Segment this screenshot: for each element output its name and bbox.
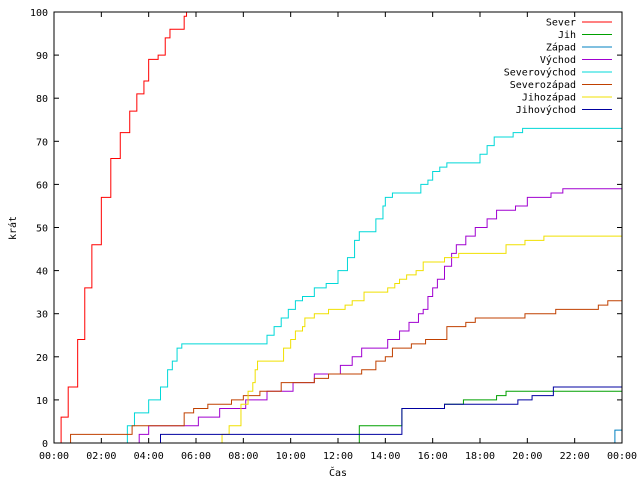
x-tick-label: 00:00 (607, 451, 637, 462)
tick-layer: 0 10 20 30 40 50 60 70 80 90 100 00:00 02:00 04:00 06:… (30, 8, 637, 462)
x-tick-label: 16:00 (418, 451, 448, 462)
y-axis-title: krát (7, 216, 19, 240)
series-line-4 (54, 127, 622, 444)
x-tick-label: 20:00 (512, 451, 542, 462)
series-line-3 (54, 188, 622, 444)
y-tick-label: 40 (36, 267, 48, 278)
y-tick-label: 20 (36, 353, 48, 364)
legend-label: Sever (546, 18, 576, 29)
x-tick-label: 00:00 (39, 451, 69, 462)
x-tick-label: 08:00 (228, 451, 258, 462)
legend-label: Severozápad (510, 79, 576, 91)
y-tick-label: 80 (36, 94, 48, 105)
x-tick-label: 06:00 (181, 451, 211, 462)
legend-label: Jih (558, 30, 576, 41)
y-tick-label: 70 (36, 137, 48, 148)
y-tick-label: 30 (36, 310, 48, 321)
legend-label: Západ (546, 42, 576, 54)
series-line-0 (54, 12, 188, 444)
x-axis-title: Čas (329, 466, 347, 479)
series-line-6 (54, 235, 622, 444)
y-tick-label: 60 (36, 180, 48, 191)
y-tick-label: 50 (36, 224, 48, 235)
x-tick-label: 10:00 (276, 451, 306, 462)
x-tick-label: 18:00 (465, 451, 495, 462)
y-tick-label: 0 (42, 439, 48, 450)
x-tick-label: 12:00 (323, 451, 353, 462)
legend-label: Východ (540, 54, 576, 66)
series-line-5 (54, 300, 622, 444)
x-tick-label: 02:00 (86, 451, 116, 462)
x-tick-label: 22:00 (560, 451, 590, 462)
y-tick-label: 100 (30, 8, 48, 19)
legend: SeverJihZápadVýchodSeverovýchodSeverozáp… (504, 18, 612, 116)
x-tick-label: 04:00 (134, 451, 164, 462)
legend-label: Jihozápad (522, 92, 576, 104)
x-tick-label: 14:00 (370, 451, 400, 462)
y-tick-label: 10 (36, 396, 48, 407)
series-line-7 (54, 386, 622, 444)
legend-label: Severovýchod (504, 67, 576, 79)
y-tick-label: 90 (36, 51, 48, 62)
legend-label: Jihovýchod (516, 104, 576, 116)
